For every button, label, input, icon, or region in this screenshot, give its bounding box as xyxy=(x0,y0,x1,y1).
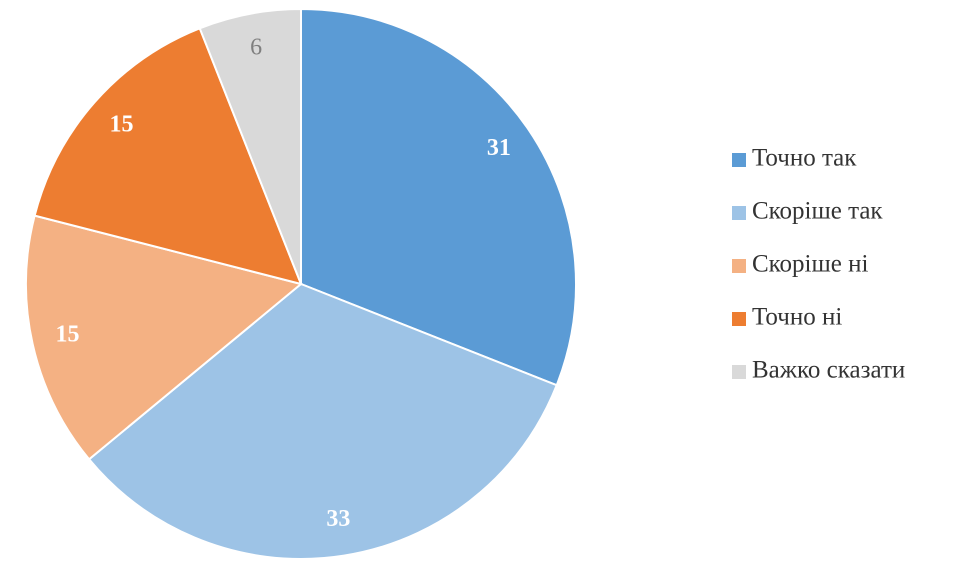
legend-swatch xyxy=(732,312,746,326)
legend-swatch xyxy=(732,206,746,220)
pie-slice xyxy=(87,282,558,560)
legend-swatch xyxy=(732,153,746,167)
value-label: 15 xyxy=(56,322,80,348)
legend-label: Точно ні xyxy=(752,304,842,331)
pie-slice xyxy=(198,7,302,285)
legend-label: Скоріше ні xyxy=(752,251,868,278)
value-label: 31 xyxy=(487,135,511,161)
legend-label: Точно так xyxy=(752,145,857,172)
pie-slice xyxy=(300,7,577,387)
value-label: 33 xyxy=(326,506,350,532)
legend-label: Скоріше так xyxy=(752,198,883,225)
pie-slice xyxy=(25,214,304,461)
pie-slice xyxy=(33,27,303,286)
legend-label: Важко сказати xyxy=(752,357,905,384)
legend-swatch xyxy=(732,365,746,379)
legend-swatch xyxy=(732,259,746,273)
value-label: 6 xyxy=(250,34,262,60)
value-label: 15 xyxy=(110,111,134,137)
